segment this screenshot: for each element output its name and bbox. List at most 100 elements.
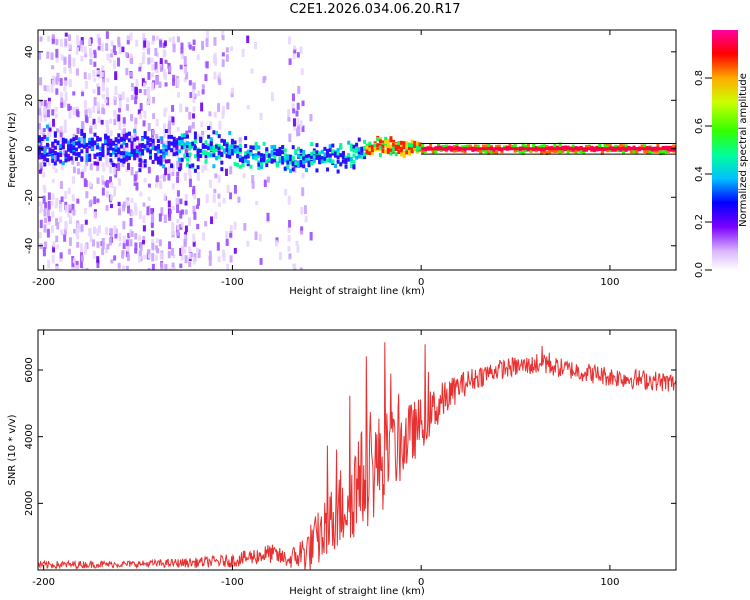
spectrogram-band-cell xyxy=(344,155,348,160)
spectrogram-noise-cell xyxy=(221,105,225,115)
spectrogram-band-cell xyxy=(241,156,245,161)
spectrogram-noise-cell xyxy=(137,138,141,147)
spectrogram-band-cell xyxy=(175,151,179,156)
spectrogram-noise-cell xyxy=(141,56,145,65)
spectrogram-noise-cell xyxy=(274,240,278,247)
spectrogram-noise-cell xyxy=(141,78,145,87)
spectrogram-noise-cell xyxy=(164,59,168,64)
spectrogram-noise-cell xyxy=(151,72,155,78)
spectrogram-band-cell xyxy=(254,156,258,161)
spectrogram-noise-cell xyxy=(200,121,204,128)
spectrogram-noise-cell xyxy=(60,196,64,203)
spectrogram-band-cell xyxy=(328,158,332,163)
spectrogram-band-cell xyxy=(117,147,121,152)
spectrogram-band-cell xyxy=(236,162,240,167)
spectrogram-noise-cell xyxy=(151,242,155,251)
spectrogram-noise-cell xyxy=(229,232,233,238)
spectrogram-noise-cell xyxy=(117,142,121,148)
spectrogram-noise-cell xyxy=(301,100,305,107)
spectrogram-noise-cell xyxy=(183,77,187,83)
spectrogram-band-cell xyxy=(125,157,129,162)
spectrogram-noise-cell xyxy=(134,206,138,216)
spectrogram-band-cell xyxy=(349,156,353,161)
spectrogram-noise-cell xyxy=(287,226,291,233)
spectrogram-noise-cell xyxy=(59,216,63,223)
spectrogram-noise-cell xyxy=(118,100,122,108)
spectrogram-band-cell xyxy=(296,164,300,169)
spectrogram-noise-cell xyxy=(164,167,168,176)
spectrogram-band-cell xyxy=(222,139,226,144)
spectrogram-band-cell xyxy=(109,138,113,143)
spectrogram-noise-cell xyxy=(92,105,96,113)
spectrogram-noise-cell xyxy=(155,76,159,85)
spectrogram-noise-cell xyxy=(150,222,154,229)
spectrogram-noise-cell xyxy=(152,96,156,104)
spectrogram-band-cell xyxy=(178,138,182,143)
spectrogram-noise-cell xyxy=(155,134,159,139)
spectrogram-band-cell xyxy=(386,144,390,149)
spectrogram-band-cell xyxy=(249,150,253,155)
spectrogram-band-cell xyxy=(230,138,234,143)
spectrogram-band-cell xyxy=(405,144,409,149)
spectrogram-noise-cell xyxy=(287,235,291,242)
spectrogram-noise-cell xyxy=(122,265,126,270)
spectrogram-band-cell xyxy=(619,144,623,149)
spectrogram-band-cell xyxy=(154,145,158,150)
spectrogram-ytick-label: 40 xyxy=(24,45,35,58)
spectrogram-noise-cell xyxy=(138,210,142,220)
spectrogram-noise-cell xyxy=(51,254,55,264)
spectrogram-noise-cell xyxy=(38,106,42,116)
spectrogram-noise-cell xyxy=(108,59,112,64)
spectrogram-noise-cell xyxy=(159,65,163,72)
spectrogram-noise-cell xyxy=(142,32,146,41)
spectrogram-band-cell xyxy=(127,138,131,143)
spectrogram-band-cell xyxy=(48,149,52,154)
spectrogram-noise-cell xyxy=(47,35,51,42)
spectrogram-band-cell xyxy=(257,151,261,156)
spectrogram-band-cell xyxy=(56,140,60,145)
spectrogram-noise-cell xyxy=(55,141,59,150)
spectrogram-noise-cell xyxy=(101,243,105,250)
spectrogram-noise-cell xyxy=(183,238,187,248)
spectrogram-noise-cell xyxy=(147,95,151,104)
spectrogram-noise-cell xyxy=(201,40,205,49)
spectrogram-band-cell xyxy=(225,154,229,159)
spectrogram-band-cell xyxy=(133,128,137,133)
spectrogram-noise-cell xyxy=(92,250,96,259)
spectrogram-band-cell xyxy=(323,146,327,151)
spectrogram-noise-cell xyxy=(163,193,167,202)
spectrogram-noise-cell xyxy=(180,42,184,50)
spectrogram-noise-cell xyxy=(229,224,233,232)
spectrogram-noise-cell xyxy=(72,209,76,216)
spectrogram-noise-cell xyxy=(112,166,116,175)
spectrogram-noise-cell xyxy=(71,157,75,165)
spectrogram-band-cell xyxy=(249,164,253,169)
spectrogram-noise-cell xyxy=(46,51,50,59)
spectrogram-noise-cell xyxy=(230,87,234,94)
spectrogram-band-cell xyxy=(326,148,330,153)
spectrogram-band-cell xyxy=(402,145,406,150)
spectrogram-band-cell xyxy=(336,151,340,156)
colorbar-ticks: 0.0 0.2 0.4 0.6 0.8 xyxy=(694,70,712,278)
spectrogram-band-cell xyxy=(397,150,401,155)
spectrogram-band-cell xyxy=(154,155,158,160)
spectrogram-noise-cell xyxy=(171,171,175,177)
colorbar-label: Normalized spectral amplitude xyxy=(738,73,749,227)
spectrogram-noise-cell xyxy=(160,262,164,270)
spectrogram-band-cell xyxy=(299,148,303,153)
spectrogram-noise-cell xyxy=(226,102,230,110)
spectrogram-noise-cell xyxy=(168,241,172,250)
spectrogram-noise-cell xyxy=(89,163,93,171)
spectrogram-band-cell xyxy=(43,157,47,162)
spectrogram-noise-cell xyxy=(113,189,117,197)
spectrogram-band-cell xyxy=(217,151,221,156)
spectrogram-noise-cell xyxy=(171,265,175,270)
spectrogram-noise-cell xyxy=(142,235,146,243)
spectrogram-noise-cell xyxy=(175,197,179,206)
spectrogram-band-cell xyxy=(133,148,137,153)
spectrogram-noise-cell xyxy=(48,128,52,137)
spectrogram-noise-cell xyxy=(113,109,117,115)
spectrogram-noise-cell xyxy=(110,40,114,47)
spectrogram-noise-cell xyxy=(76,127,80,134)
